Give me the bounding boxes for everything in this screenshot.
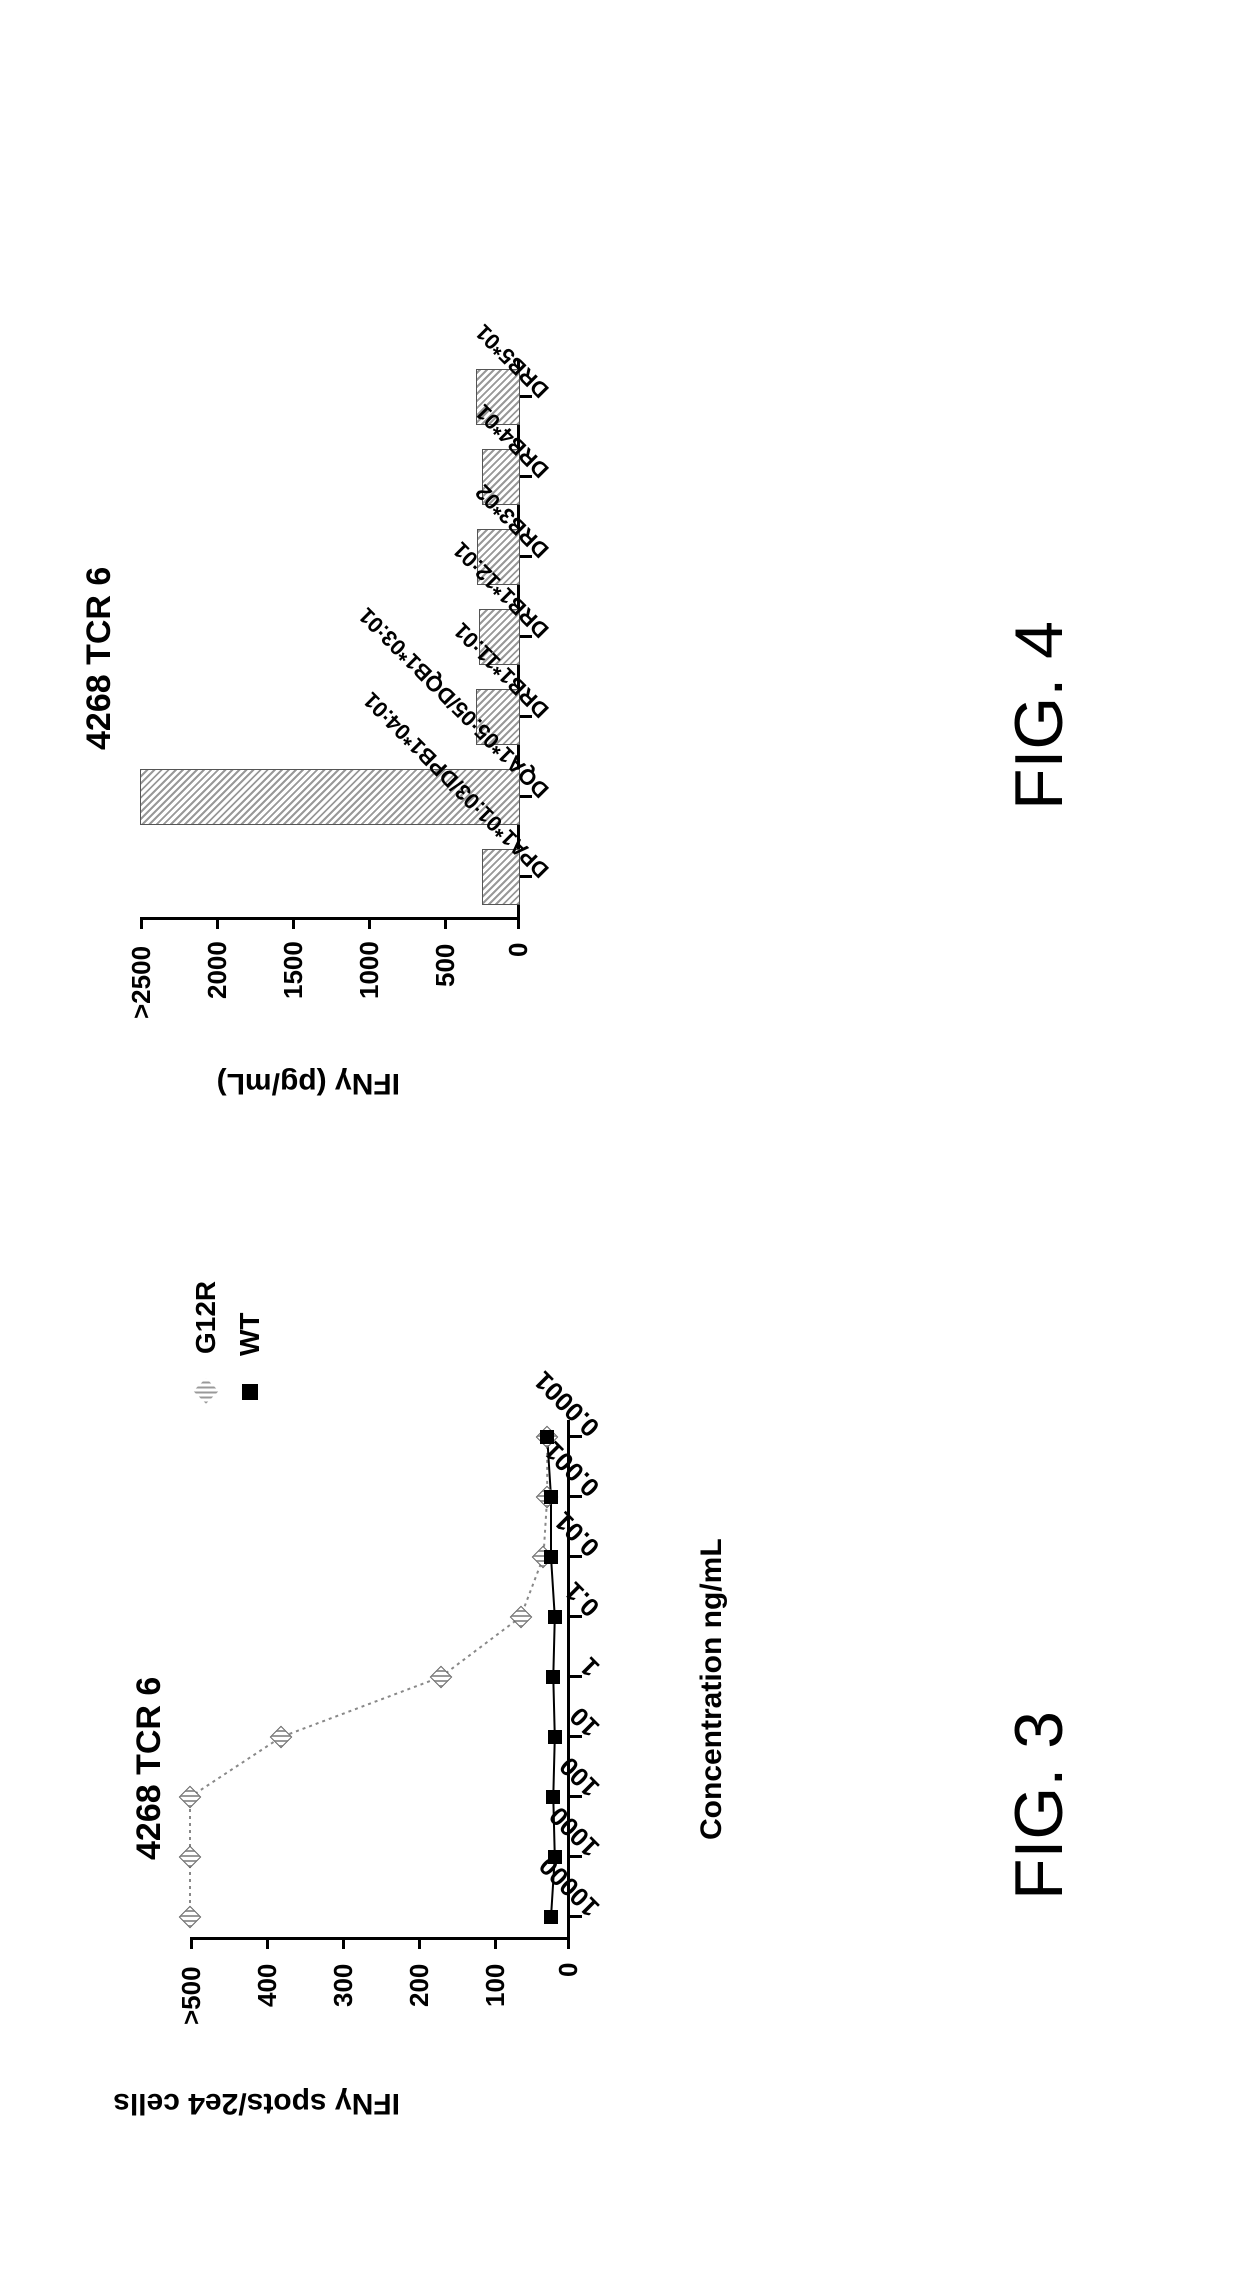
fig3-ytick-500 — [190, 1937, 193, 1949]
fig4-xtick — [520, 475, 532, 478]
fig4-xtick — [520, 395, 532, 398]
fig3-title: 4268 TCR 6 — [130, 1677, 169, 1860]
wt-marker — [544, 1550, 558, 1564]
fig3-yticklabel-5: >500 — [176, 1966, 207, 2025]
fig4-yticklabel-1: 500 — [430, 944, 461, 987]
figure-4: 4268 TCR 6 IFNγ (pg/mL) >2500 2000 1500 … — [80, 190, 980, 1070]
wt-marker — [546, 1790, 560, 1804]
fig4-xtick — [520, 875, 532, 878]
fig3-ytick-100 — [494, 1937, 497, 1949]
fig4-xtick — [520, 795, 532, 798]
fig4-xtick — [520, 715, 532, 718]
fig4-yticklabel-0: 0 — [503, 943, 534, 957]
fig4-ytick-2000 — [216, 917, 219, 929]
legend-g12r: G12R — [190, 1281, 222, 1400]
fig3-yticklabel-4: 400 — [252, 1964, 283, 2007]
diamond-icon — [193, 1378, 218, 1403]
legend-wt: WT — [234, 1281, 266, 1400]
fig4-ytick-0 — [517, 917, 520, 929]
fig3-lines — [190, 1417, 570, 1937]
fig4-ytick-2500 — [140, 917, 143, 929]
wt-marker — [546, 1670, 560, 1684]
fig3-ytick-200 — [418, 1937, 421, 1949]
wt-marker — [544, 1910, 558, 1924]
fig3-ylabel: IFNγ spots/2e4 cells — [113, 2086, 400, 2120]
wt-marker — [548, 1610, 562, 1624]
fig3-ytick-0 — [567, 1937, 570, 1949]
legend-wt-label: WT — [234, 1312, 266, 1356]
fig3-yticklabel-0: 0 — [553, 1963, 584, 1977]
fig4-ytick-1500 — [292, 917, 295, 929]
fig3-legend: G12R WT — [190, 1281, 266, 1400]
fig4-yticklabel-3: 1500 — [278, 941, 309, 999]
legend-g12r-label: G12R — [190, 1281, 222, 1354]
square-icon — [242, 1384, 258, 1400]
fig3-caption: FIG. 3 — [1000, 1711, 1078, 1900]
wt-marker — [544, 1490, 558, 1504]
fig3-yticklabel-2: 200 — [404, 1964, 435, 2007]
fig4-yticklabel-2: 1000 — [354, 941, 385, 999]
fig3-plot-area: >500 400 300 200 100 0 1000010001001010.… — [190, 1420, 570, 1940]
fig4-ytick-500 — [444, 917, 447, 929]
fig4-ytick-1000 — [368, 917, 371, 929]
figure-3: 4268 TCR 6 IFNγ spots/2e4 cells >500 400… — [130, 1350, 980, 2070]
page-rotated-wrapper: 4268 TCR 6 IFNγ spots/2e4 cells >500 400… — [0, 0, 1240, 2270]
wt-marker — [540, 1430, 554, 1444]
wt-marker — [548, 1730, 562, 1744]
fig3-yticklabel-3: 300 — [328, 1964, 359, 2007]
fig3-yticklabel-1: 100 — [480, 1964, 511, 2007]
fig4-title: 4268 TCR 6 — [80, 567, 119, 750]
fig4-plot-area: >2500 2000 1500 1000 500 0 DPA1*01:03/DP… — [140, 360, 520, 920]
fig4-ylabel: IFNγ (pg/mL) — [217, 1066, 400, 1100]
fig4-xtick — [520, 555, 532, 558]
fig3-xticklabel: 1 — [574, 1651, 606, 1683]
fig4-caption: FIG. 4 — [1000, 621, 1078, 810]
fig3-ytick-300 — [342, 1937, 345, 1949]
fig4-yticklabel-4: 2000 — [202, 941, 233, 999]
fig3-ytick-400 — [266, 1937, 269, 1949]
fig4-xtick — [520, 635, 532, 638]
wt-marker — [548, 1850, 562, 1864]
fig3-xlabel: Concentration ng/mL — [695, 1538, 729, 1840]
fig4-yticklabel-5: >2500 — [126, 946, 157, 1019]
